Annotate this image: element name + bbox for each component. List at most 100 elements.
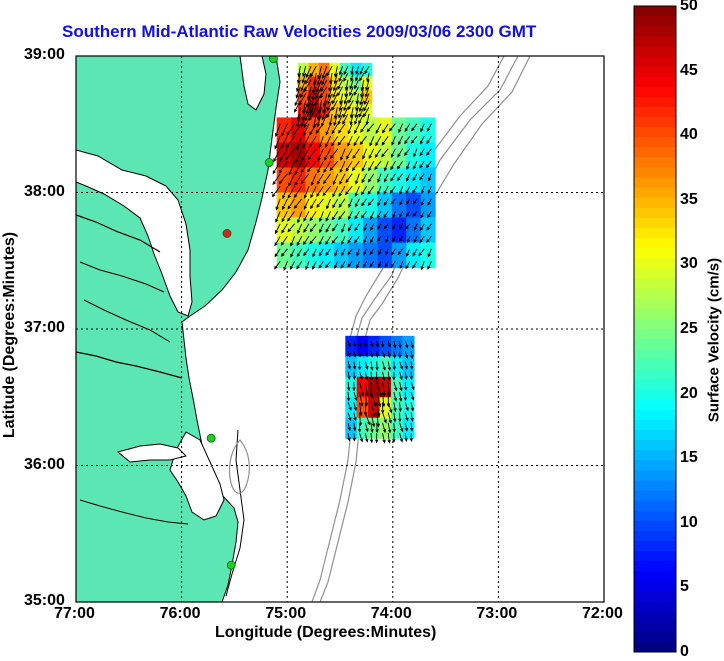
colorbar-tick-label: 50 bbox=[680, 0, 698, 14]
velocity-arrow bbox=[360, 211, 367, 219]
velocity-arrow bbox=[357, 361, 362, 371]
velocity-arrow bbox=[361, 198, 367, 207]
velocity-cell bbox=[276, 167, 292, 194]
velocity-arrow bbox=[381, 135, 389, 146]
velocity-cell bbox=[340, 103, 352, 119]
velocity-arrow bbox=[334, 248, 339, 257]
velocity-arrow bbox=[410, 381, 415, 391]
velocity-arrow bbox=[309, 223, 317, 233]
velocity-cell bbox=[377, 217, 393, 244]
velocity-arrow bbox=[382, 351, 386, 358]
colorbar-tick-label: 30 bbox=[680, 255, 698, 273]
velocity-cell bbox=[379, 356, 392, 378]
velocity-arrow bbox=[378, 261, 382, 268]
velocity-arrow bbox=[378, 248, 382, 256]
velocity-arrow bbox=[391, 248, 396, 256]
james-river bbox=[76, 351, 183, 379]
velocity-arrow bbox=[392, 361, 396, 371]
velocity-cell bbox=[318, 62, 331, 78]
velocity-arrow bbox=[304, 107, 312, 122]
velocity-arrow bbox=[392, 223, 396, 230]
velocity-arrow bbox=[275, 211, 281, 223]
velocity-arrow bbox=[390, 261, 396, 268]
velocity-arrow bbox=[346, 392, 351, 402]
velocity-arrow bbox=[427, 186, 432, 195]
velocity-arrow bbox=[347, 100, 354, 111]
velocity-arrow bbox=[392, 433, 396, 443]
hf-radar-station[interactable] bbox=[222, 229, 232, 238]
velocity-arrow bbox=[426, 148, 432, 156]
velocity-arrow bbox=[347, 433, 351, 442]
velocity-arrow bbox=[343, 93, 349, 105]
velocity-arrow bbox=[363, 248, 367, 256]
velocity-arrow bbox=[375, 351, 379, 358]
velocity-arrow bbox=[364, 432, 369, 443]
velocity-arrow bbox=[347, 412, 352, 422]
velocity-arrow bbox=[420, 186, 425, 195]
velocity-arrow bbox=[345, 160, 353, 172]
potomac-river bbox=[76, 214, 161, 253]
velocity-arrow bbox=[359, 371, 363, 381]
velocity-cell bbox=[420, 142, 436, 169]
velocity-arrow bbox=[321, 72, 328, 86]
velocity-arrow bbox=[347, 223, 353, 232]
colorbar-label: Surface Velocity (cm/s) bbox=[705, 257, 723, 423]
velocity-arrow bbox=[318, 261, 324, 269]
velocity-arrow bbox=[363, 236, 368, 244]
velocity-arrow bbox=[380, 340, 385, 349]
velocity-arrow bbox=[353, 135, 360, 147]
velocity-arrow bbox=[280, 236, 288, 246]
velocity-arrow bbox=[385, 236, 389, 244]
velocity-arrow bbox=[344, 185, 353, 196]
velocity-arrow bbox=[388, 123, 396, 132]
velocity-arrow bbox=[410, 340, 414, 349]
velocity-arrow bbox=[303, 223, 310, 233]
velocity-cell bbox=[340, 90, 352, 105]
velocity-arrow bbox=[383, 198, 389, 206]
hf-radar-station[interactable] bbox=[226, 560, 236, 570]
velocity-cell bbox=[420, 217, 436, 244]
velocity-arrow bbox=[374, 371, 379, 382]
velocity-arrow bbox=[311, 86, 317, 101]
x-tick-label: 77:00 bbox=[54, 605, 95, 622]
velocity-arrow bbox=[420, 211, 425, 219]
velocity-cell bbox=[340, 62, 352, 78]
hf-radar-station[interactable] bbox=[269, 55, 278, 64]
hf-radar-station[interactable] bbox=[206, 433, 216, 443]
velocity-arrow bbox=[317, 107, 322, 121]
velocity-arrow bbox=[409, 422, 414, 432]
y-axis-label: Latitude (Degrees:Minutes) bbox=[1, 231, 18, 439]
velocity-arrow bbox=[347, 361, 351, 370]
velocity-arrow bbox=[377, 198, 382, 207]
velocity-arrow bbox=[398, 412, 402, 423]
velocity-arrow bbox=[374, 433, 379, 444]
velocity-arrow bbox=[332, 79, 338, 92]
velocity-cell bbox=[406, 117, 422, 144]
velocity-arrow bbox=[348, 211, 353, 221]
velocity-arrow bbox=[325, 248, 331, 257]
velocity-arrow bbox=[353, 412, 357, 422]
velocity-cell bbox=[345, 376, 358, 398]
velocity-arrow bbox=[338, 66, 344, 76]
velocity-arrow bbox=[352, 361, 357, 370]
velocity-arrow bbox=[321, 107, 328, 121]
x-tick-label: 76:00 bbox=[159, 605, 201, 622]
velocity-arrow bbox=[410, 351, 414, 360]
velocity-arrow bbox=[398, 402, 402, 413]
velocity-arrow bbox=[399, 361, 404, 370]
hf-radar-station[interactable] bbox=[264, 158, 274, 167]
velocity-arrow bbox=[366, 73, 370, 83]
velocity-arrow bbox=[281, 123, 288, 137]
velocity-arrow bbox=[390, 160, 396, 171]
velocity-arrow bbox=[319, 211, 324, 223]
velocity-arrow bbox=[306, 93, 312, 108]
colorbar-tick-label: 35 bbox=[680, 190, 698, 208]
velocity-arrow bbox=[382, 381, 386, 397]
velocity-arrow bbox=[358, 113, 365, 125]
velocity-arrow bbox=[339, 173, 346, 185]
velocity-arrow bbox=[377, 223, 382, 230]
velocity-arrow bbox=[349, 79, 354, 90]
velocity-arrow bbox=[301, 107, 307, 122]
velocity-arrow bbox=[412, 261, 418, 269]
